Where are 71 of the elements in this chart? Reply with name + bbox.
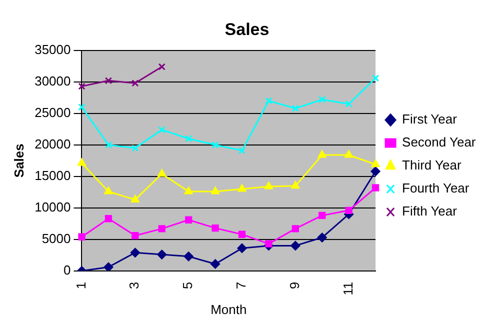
legend-label: Fourth Year [402,180,470,196]
point [238,146,246,154]
x-tick-label: 9 [286,282,302,290]
point [185,135,192,142]
x-tick-label: 11 [340,282,356,296]
point [212,141,219,148]
y-tick-label: 10000 [34,199,71,214]
point [158,225,166,232]
point [157,250,167,260]
point [130,194,140,202]
point [78,82,86,90]
x-axis-title: Month [210,302,247,317]
point [372,184,380,192]
point [158,63,166,70]
point [132,232,139,240]
point [132,80,139,87]
point [104,215,112,222]
x-tick-label: 5 [180,282,196,290]
point [104,141,112,148]
point [344,150,354,158]
point [185,216,192,224]
y-tick-label: 30000 [34,73,71,88]
point [318,96,326,104]
point [372,74,380,82]
point [132,144,139,152]
point [370,166,380,176]
point [130,248,140,258]
legend-label: Third Year [402,158,462,173]
point [317,232,327,242]
point [345,206,352,214]
chart-title: Sales [224,20,270,39]
point [345,100,352,108]
point [158,126,166,134]
point [104,77,112,84]
x-tick-label: 3 [126,282,142,290]
x-tick-label: 1 [73,282,88,290]
y-tick-label: 20000 [34,136,71,152]
point [237,243,247,253]
point [78,104,86,111]
legend-label: Fifth Year [402,204,458,219]
y-tick-label: 5000 [42,230,71,246]
legend-label: First Year [402,112,458,127]
point [78,158,86,166]
point [211,186,220,194]
point [184,252,194,262]
point [265,97,272,104]
point [238,230,246,238]
y-tick-label: 25000 [34,104,71,120]
legend-label: Second Year [402,134,476,150]
y-tick-label: 15000 [34,168,71,183]
point [184,186,193,194]
point [292,225,299,232]
point [264,182,273,190]
point [158,169,166,177]
point [292,104,299,112]
point [265,240,272,248]
point [104,262,114,271]
x-tick-label: 7 [234,282,249,290]
point [238,184,246,192]
y-tick-label: 35000 [34,42,71,57]
point [210,259,220,269]
point [291,181,300,189]
point [78,233,86,240]
point [371,160,380,168]
point [104,186,113,194]
y-tick-label: 0 [64,262,71,278]
point [212,224,219,232]
point [290,240,300,250]
point [318,212,326,220]
point [318,150,326,158]
y-axis-title: Sales [11,144,26,178]
